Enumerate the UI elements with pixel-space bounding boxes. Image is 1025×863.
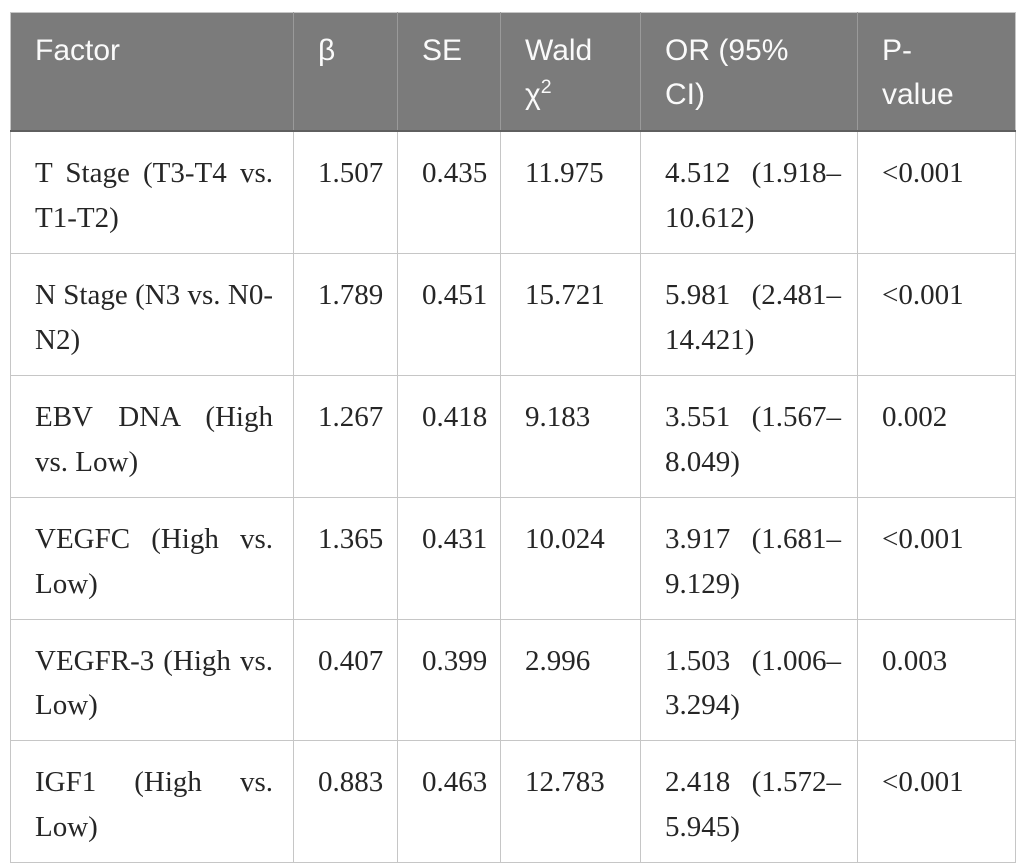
cell-wald: 2.996 xyxy=(500,618,641,742)
cell-beta: 0.883 xyxy=(293,740,398,863)
cell-beta: 1.507 xyxy=(293,130,398,254)
cell-p-value: <0.001 xyxy=(857,496,1016,620)
cell-factor: N Stage (N3 vs. N0-N2) xyxy=(10,252,294,376)
cell-p-value: <0.001 xyxy=(857,252,1016,376)
cell-se: 0.435 xyxy=(397,130,501,254)
table-row: EBV DNA (High vs. Low) 1.267 0.418 9.183… xyxy=(10,374,1016,498)
cell-factor: EBV DNA (High vs. Low) xyxy=(10,374,294,498)
cell-p-value: <0.001 xyxy=(857,740,1016,863)
cell-or-ci: 2.418 (1.572–5.945) xyxy=(640,740,858,863)
cell-wald: 15.721 xyxy=(500,252,641,376)
header-row: Factor β SE Wald χ2 OR (95% CI) P-value xyxy=(10,12,1016,132)
cell-factor: IGF1 (High vs. Low) xyxy=(10,740,294,863)
cell-factor: VEGFC (High vs. Low) xyxy=(10,496,294,620)
cell-se: 0.431 xyxy=(397,496,501,620)
cell-or-ci: 4.512 (1.918–10.612) xyxy=(640,130,858,254)
regression-table-container: Factor β SE Wald χ2 OR (95% CI) P-value … xyxy=(10,12,1016,863)
cell-beta: 1.789 xyxy=(293,252,398,376)
column-header-p-value: P-value xyxy=(857,12,1016,132)
table-header: Factor β SE Wald χ2 OR (95% CI) P-value xyxy=(10,12,1016,132)
column-header-beta: β xyxy=(293,12,398,132)
table-row: T Stage (T3-T4 vs. T1-T2) 1.507 0.435 11… xyxy=(10,130,1016,254)
cell-or-ci: 1.503 (1.006–3.294) xyxy=(640,618,858,742)
table-row: N Stage (N3 vs. N0-N2) 1.789 0.451 15.72… xyxy=(10,252,1016,376)
column-header-wald-text: Wald χ xyxy=(525,34,593,111)
column-header-se: SE xyxy=(397,12,501,132)
cell-beta: 1.267 xyxy=(293,374,398,498)
cell-wald: 10.024 xyxy=(500,496,641,620)
cell-factor: VEGFR-3 (High vs. Low) xyxy=(10,618,294,742)
cell-beta: 1.365 xyxy=(293,496,398,620)
table-row: VEGFC (High vs. Low) 1.365 0.431 10.024 … xyxy=(10,496,1016,620)
cell-p-value: 0.002 xyxy=(857,374,1016,498)
cell-wald: 11.975 xyxy=(500,130,641,254)
column-header-wald-chi2: Wald χ2 xyxy=(500,12,641,132)
cell-p-value: <0.001 xyxy=(857,130,1016,254)
column-header-wald-superscript: 2 xyxy=(540,75,552,98)
cell-se: 0.463 xyxy=(397,740,501,863)
cell-beta: 0.407 xyxy=(293,618,398,742)
cell-factor: T Stage (T3-T4 vs. T1-T2) xyxy=(10,130,294,254)
cell-p-value: 0.003 xyxy=(857,618,1016,742)
cell-wald: 12.783 xyxy=(500,740,641,863)
page: Factor β SE Wald χ2 OR (95% CI) P-value … xyxy=(10,12,1016,863)
cell-se: 0.451 xyxy=(397,252,501,376)
table-row: IGF1 (High vs. Low) 0.883 0.463 12.783 2… xyxy=(10,740,1016,863)
regression-table: Factor β SE Wald χ2 OR (95% CI) P-value … xyxy=(10,12,1016,863)
cell-se: 0.418 xyxy=(397,374,501,498)
cell-or-ci: 3.917 (1.681–9.129) xyxy=(640,496,858,620)
table-row: VEGFR-3 (High vs. Low) 0.407 0.399 2.996… xyxy=(10,618,1016,742)
column-header-or-ci: OR (95% CI) xyxy=(640,12,858,132)
cell-wald: 9.183 xyxy=(500,374,641,498)
cell-se: 0.399 xyxy=(397,618,501,742)
column-header-factor: Factor xyxy=(10,12,294,132)
cell-or-ci: 3.551 (1.567–8.049) xyxy=(640,374,858,498)
cell-or-ci: 5.981 (2.481–14.421) xyxy=(640,252,858,376)
table-body: T Stage (T3-T4 vs. T1-T2) 1.507 0.435 11… xyxy=(10,130,1016,863)
